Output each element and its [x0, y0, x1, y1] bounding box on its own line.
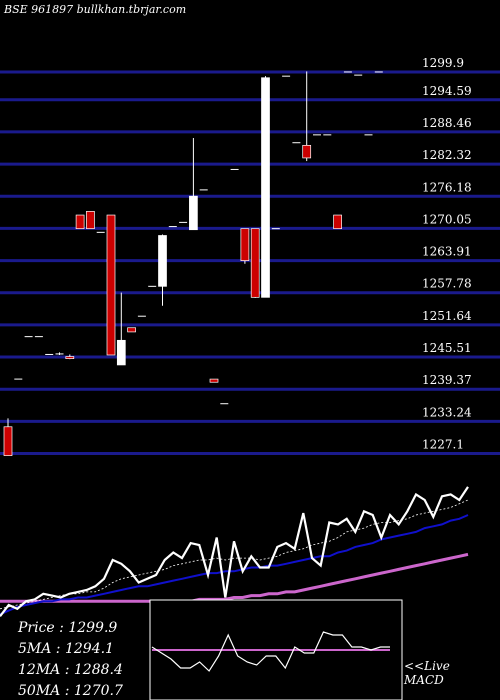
- candle-body: [240, 228, 250, 261]
- macd-line: [151, 631, 390, 672]
- y-tick-label: 1276.18: [422, 180, 472, 194]
- candle-body: [75, 214, 85, 230]
- candle-body: [158, 235, 167, 287]
- candle-body: [65, 356, 75, 360]
- y-tick-label: 1263.91: [422, 245, 472, 259]
- candle-body: [333, 214, 342, 230]
- y-tick-label: 1294.59: [422, 84, 472, 98]
- legend-entry-50ma: 50MA : 1270.7: [18, 683, 123, 699]
- macd-label-live: <<Live: [404, 659, 450, 673]
- candle-body: [3, 426, 13, 456]
- y-tick-label: 1282.32: [422, 148, 472, 162]
- y-tick-labels: 1299.9 1294.59 1288.46 1282.32 1276.18 1270.0…: [422, 56, 472, 452]
- y-tick-label: 1227.1: [422, 438, 464, 452]
- candlestick-series: [3, 71, 383, 456]
- y-tick-label: 1233.24: [422, 405, 472, 419]
- candle-body: [261, 77, 270, 298]
- y-tick-label: 1251.64: [422, 309, 472, 323]
- candle-body: [189, 195, 198, 231]
- candle-body: [86, 211, 95, 230]
- legend-entry-price: Price : 1299.9: [17, 620, 117, 636]
- candle-body: [209, 378, 219, 383]
- y-tick-label: 1299.9: [422, 56, 464, 70]
- y-tick-label: 1288.46: [422, 116, 472, 130]
- y-tick-label: 1257.78: [422, 277, 472, 291]
- legend: Price : 1299.9 5MA : 1294.1 12MA : 1288.4 5…: [17, 620, 123, 699]
- ma50-line: [0, 552, 469, 603]
- y-tick-label: 1245.51: [422, 341, 472, 355]
- moving-average-lines: [0, 486, 469, 617]
- y-tick-label: 1270.05: [422, 212, 472, 226]
- candle-body: [250, 228, 260, 298]
- candle-body: [116, 339, 126, 366]
- ma5-line: [0, 499, 469, 610]
- candle-body: [127, 327, 136, 333]
- candle-body: [302, 144, 312, 159]
- y-tick-label: 1239.37: [422, 373, 472, 387]
- candle-body: [106, 214, 116, 356]
- legend-entry-5ma: 5MA : 1294.1: [18, 641, 114, 657]
- ma12-line: [0, 514, 469, 616]
- chart-title: BSE 961897 bullkhan.tbrjar.com: [3, 3, 186, 16]
- price-line: [0, 486, 469, 617]
- legend-entry-12ma: 12MA : 1288.4: [18, 662, 123, 678]
- macd-label-macd: MACD: [403, 673, 444, 687]
